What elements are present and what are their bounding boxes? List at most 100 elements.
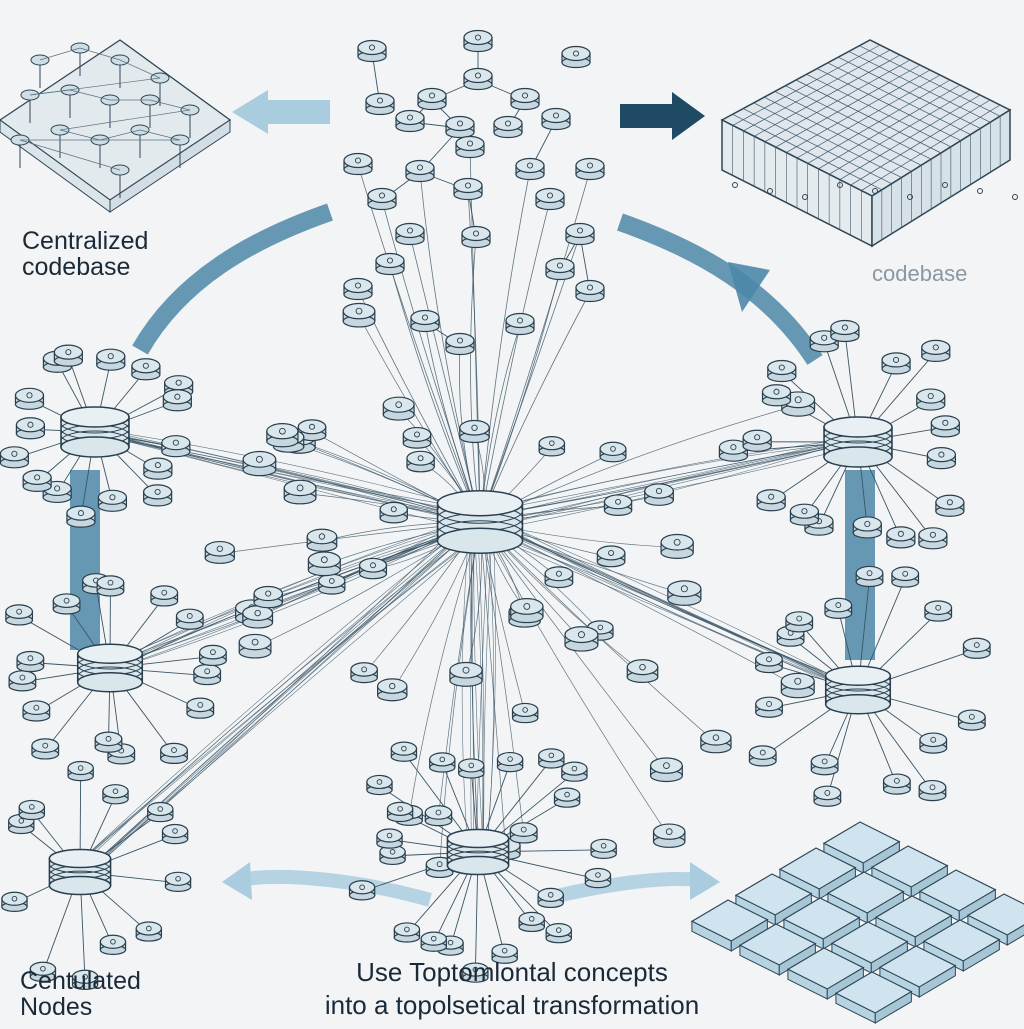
node-puck-icon [97,576,124,596]
node-puck-icon [162,825,187,844]
node-puck-icon [403,428,430,449]
node-puck-icon [367,775,392,794]
node-puck-icon [344,279,372,300]
wireframe-grid-block-icon [0,40,230,212]
arc-arrow-left [140,212,330,350]
node-puck-icon [539,437,564,456]
node-puck-icon [825,598,852,618]
node-puck-icon [360,558,387,578]
node-puck-icon [546,924,571,943]
node-puck-icon [95,732,122,752]
node-puck-icon [344,154,372,175]
node-puck-icon [377,829,402,848]
node-puck-icon [460,421,489,443]
node-puck-icon [6,605,33,625]
node-puck-icon [148,802,173,821]
node-puck-icon [239,634,271,658]
bar-left [70,470,100,650]
node-puck-icon [319,574,345,594]
node-puck-icon [701,730,731,752]
node-puck-icon [161,743,188,763]
node-puck-icon [925,601,952,621]
node-puck-icon [790,504,818,525]
node-puck-icon [542,109,570,130]
node-puck-icon [920,733,947,753]
node-puck-icon [450,662,482,686]
node-puck-icon [23,701,50,721]
node-puck-icon [464,69,492,90]
edge [480,170,590,522]
node-puck-icon [591,839,616,858]
node-puck-icon [919,781,946,801]
arc-arrow-right [620,222,815,360]
centralized-codebase-label: Centralized codebase [22,228,148,281]
node-puck-icon [884,774,911,794]
node-puck-icon [668,581,701,605]
node-puck-icon [396,224,424,245]
node-puck-icon [406,161,434,182]
node-puck-icon [307,529,337,551]
node-puck-icon [661,535,693,559]
bar-right [845,470,875,660]
node-puck-icon [936,495,964,516]
arc-arrow-bottom-left [240,877,430,900]
node-puck-icon [554,788,579,807]
node-puck-icon [576,159,604,180]
node-puck-icon [516,159,544,180]
node-puck-icon [368,189,396,210]
node-puck-icon [388,802,413,821]
node-puck-icon [54,345,82,366]
arc-arrow-bottom-right [540,879,700,900]
node-puck-icon [464,31,492,52]
node-puck-icon [162,436,190,457]
node-puck-icon [0,447,28,468]
caption: Use Toptomlontal concepts into a topolse… [0,956,1024,1021]
edge [480,170,530,522]
node-puck-icon [959,710,986,730]
node-puck-icon [922,340,950,361]
centralized-label-line1: Centralized [22,227,148,255]
node-puck-icon [654,824,685,847]
node-puck-icon [16,418,44,439]
node-puck-icon [585,869,610,888]
arc-arrow-bottom-left-head [222,862,252,900]
codebase-label: codebase [872,262,967,285]
node-puck-icon [562,47,590,68]
node-puck-icon [151,586,178,606]
node-puck-icon [53,594,80,614]
node-puck-icon [358,41,386,62]
node-puck-icon [494,117,522,138]
node-puck-icon [411,311,439,332]
edge [476,530,488,855]
edge [480,292,590,522]
node-puck-icon [892,567,919,587]
edge [483,516,493,848]
node-puck-icon [565,627,598,651]
node-puck-icon [136,922,161,941]
node-puck-icon [510,823,537,843]
node-puck-icon [19,800,44,819]
node-puck-icon [539,749,564,768]
caption-line1: Use Toptomlontal concepts [0,956,1024,989]
node-puck-icon [768,361,796,382]
node-puck-icon [600,442,626,461]
node-puck-icon [781,673,814,697]
node-puck-icon [308,552,340,576]
node-puck-icon [351,663,377,683]
node-puck-icon [407,451,434,471]
database-cylinder-icon [61,407,129,457]
node-puck-icon [546,259,574,280]
node-puck-icon [762,385,790,406]
node-puck-icon [513,703,538,722]
node-puck-icon [519,912,544,931]
node-puck-icon [103,785,128,804]
node-puck-icon [811,755,838,775]
node-puck-icon [497,753,522,772]
node-puck-icon [627,660,657,683]
node-puck-icon [391,742,416,761]
node-puck-icon [165,872,190,891]
node-puck-icon [454,179,482,200]
node-puck-icon [343,303,375,326]
node-puck-icon [380,502,407,522]
